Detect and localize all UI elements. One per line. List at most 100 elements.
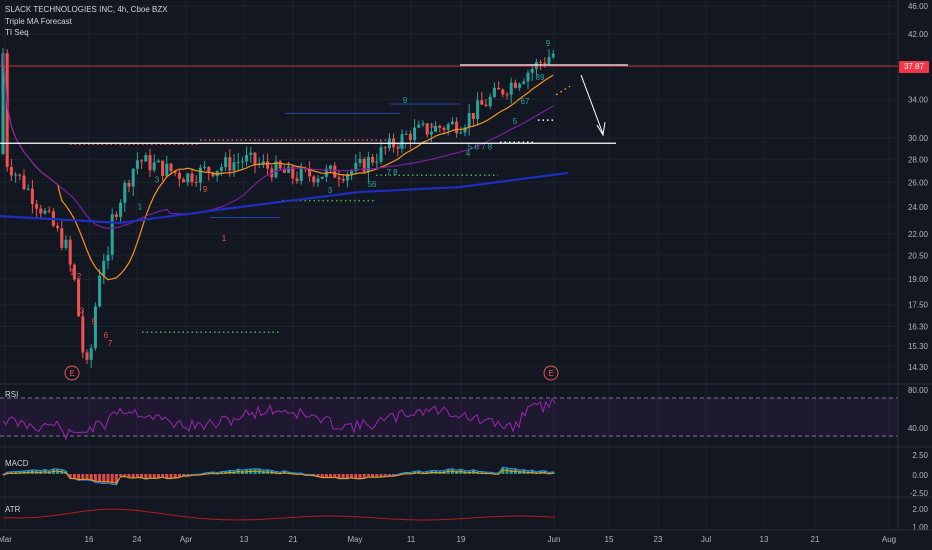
- macd-histogram-bar: [215, 472, 219, 474]
- candle-up: [26, 188, 30, 190]
- macd-histogram-bar: [350, 474, 354, 478]
- macd-histogram-bar: [345, 474, 349, 479]
- price-tick-label: 28.00: [908, 155, 929, 164]
- candle-up: [236, 161, 240, 163]
- chart-grid: [0, 0, 898, 530]
- candle-down: [194, 181, 198, 183]
- candle-down: [35, 204, 39, 209]
- macd-histogram-bar: [203, 473, 207, 474]
- macd-signal-line: [2, 469, 554, 484]
- candle-down: [501, 89, 505, 95]
- candle-up: [530, 68, 534, 73]
- macd-histogram-bar: [383, 474, 387, 477]
- candle-up: [450, 121, 454, 125]
- candle-up: [417, 124, 421, 128]
- candle-up: [476, 100, 480, 119]
- candle-up: [123, 182, 127, 203]
- macd-histogram-bar: [547, 472, 551, 474]
- macd-histogram-bar: [119, 474, 123, 476]
- seq-count-label: 5: [513, 117, 518, 126]
- candle-up: [467, 113, 471, 128]
- macd-histogram-bar: [110, 474, 114, 484]
- candle-down: [513, 82, 517, 88]
- macd-histogram-bar: [358, 474, 362, 479]
- indicator-ti-seq[interactable]: TI Seq: [5, 28, 29, 37]
- candle-down: [85, 352, 89, 360]
- candle-down: [442, 127, 446, 130]
- candle-down: [383, 147, 387, 149]
- time-tick-label: 15: [605, 535, 614, 544]
- macd-histogram-bar: [291, 472, 295, 474]
- candle-up: [404, 133, 408, 135]
- candle-up: [219, 167, 223, 171]
- candle-up: [93, 306, 97, 349]
- price-tick-label: 24.00: [908, 203, 929, 212]
- price-tick-label: 34.00: [908, 95, 929, 104]
- seq-count-label: 1: [70, 267, 75, 276]
- candle-up: [509, 82, 513, 95]
- seq-count-label: 6: [104, 331, 109, 340]
- candle-up: [299, 168, 303, 182]
- macd-histogram-bar: [375, 474, 379, 477]
- candle-down: [9, 166, 13, 176]
- candle-down: [127, 182, 131, 187]
- macd-histogram-bar: [140, 474, 144, 478]
- candle-down: [312, 176, 316, 183]
- macd-histogram-bar: [186, 474, 190, 476]
- candle-down: [177, 172, 181, 180]
- candle-down: [425, 123, 429, 135]
- candle-up: [119, 202, 123, 217]
- ma-mid-line: [2, 53, 554, 230]
- candle-up: [375, 161, 379, 163]
- seq-count-label: 4: [466, 149, 471, 158]
- candle-down: [282, 168, 286, 173]
- candle-down: [47, 210, 51, 212]
- earnings-marker: [543, 365, 559, 381]
- time-tick-label: Aug: [882, 535, 896, 544]
- atr-pane-label[interactable]: ATR: [5, 505, 21, 514]
- candle-up: [165, 163, 169, 177]
- projection-arrow-head: [596, 121, 606, 137]
- rsi-band-fill: [0, 398, 898, 436]
- candle-down: [505, 94, 509, 96]
- candle-down: [396, 147, 400, 149]
- indicator-triple-ma[interactable]: Triple MA Forecast: [5, 17, 72, 26]
- macd-histogram-bar: [93, 474, 97, 482]
- rsi-pane-label[interactable]: RSI: [5, 390, 19, 399]
- macd-histogram-bar: [379, 474, 383, 477]
- candle-up: [203, 166, 207, 168]
- macd-histogram-bar: [501, 467, 505, 474]
- seq-count-label: 10: [398, 142, 407, 151]
- macd-histogram-bar: [161, 474, 165, 477]
- price-tick-label: 17.50: [908, 301, 929, 310]
- earnings-marker-label: E: [548, 369, 553, 378]
- candle-up: [102, 260, 106, 276]
- candle-up: [64, 239, 68, 248]
- candle-down: [228, 157, 232, 171]
- macd-histogram-bar: [505, 468, 509, 474]
- ma-forecast-dots: [555, 85, 571, 96]
- chart-title[interactable]: SLACK TECHNOLOGIES INC, 4h, Cboe BZX: [5, 5, 168, 14]
- macd-histogram-bar: [354, 474, 358, 479]
- macd-histogram-bar: [156, 474, 160, 478]
- candle-down: [211, 172, 215, 177]
- candle-down: [455, 121, 459, 134]
- candle-down: [497, 87, 501, 90]
- ma-fast-line: [2, 53, 554, 281]
- macd-histogram-bar: [72, 474, 76, 479]
- macd-histogram-bar: [173, 474, 177, 478]
- time-tick-label: 23: [654, 535, 663, 544]
- seq-count-label: s: [430, 121, 434, 130]
- candle-up: [366, 157, 370, 172]
- seq-count-label: 1: [222, 234, 227, 243]
- price-tick-label: 19.00: [908, 275, 929, 284]
- candle-down: [362, 158, 366, 172]
- macd-histogram-bar: [182, 474, 186, 476]
- macd-tick-label: -2.50: [910, 489, 929, 498]
- candle-up: [522, 81, 526, 84]
- macd-pane-label[interactable]: MACD: [5, 459, 29, 468]
- candle-up: [287, 166, 291, 173]
- time-tick-label: 24: [133, 535, 142, 544]
